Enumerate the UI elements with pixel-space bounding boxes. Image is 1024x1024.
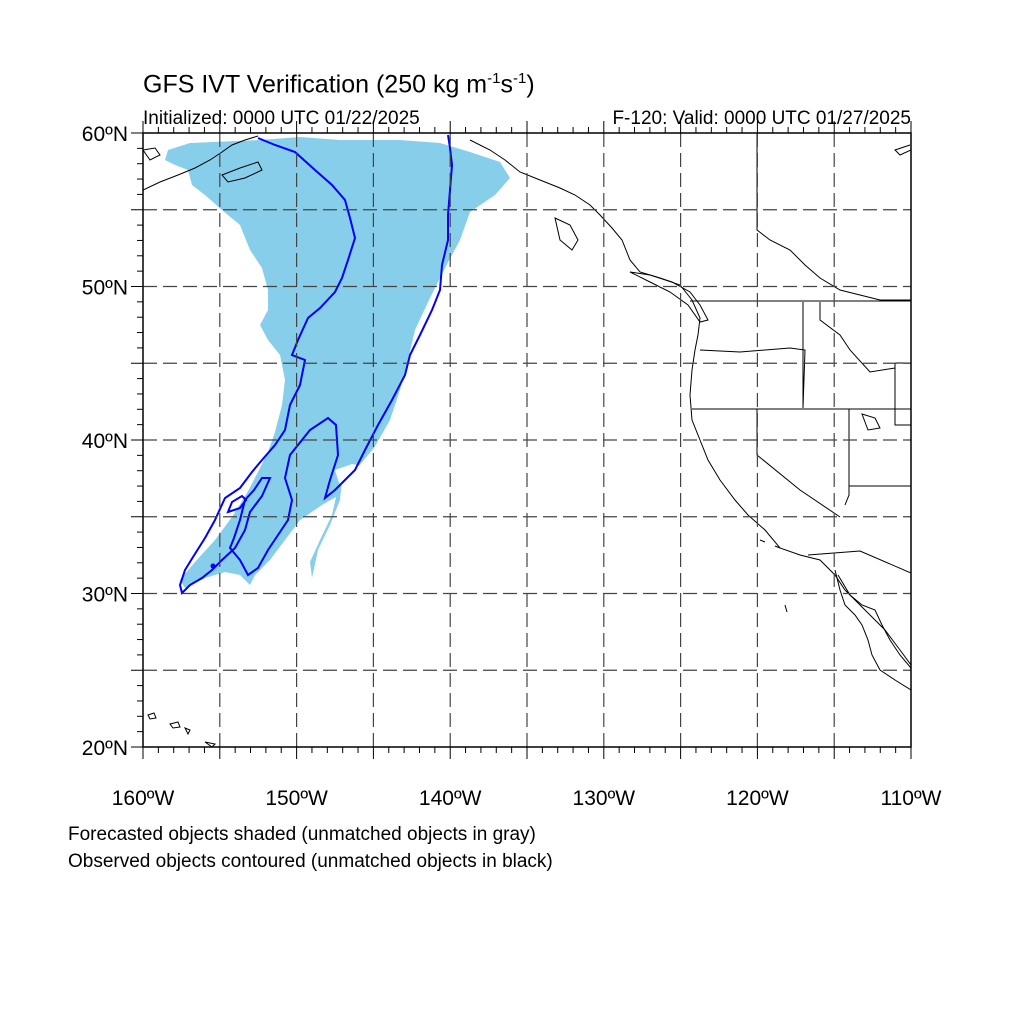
political-boundaries [690, 133, 911, 574]
lat-label: 30ºN [82, 584, 128, 607]
observed-ivt-dot [210, 563, 216, 569]
observed-ivt-contour-small [226, 494, 248, 514]
lon-label: 110ºW [881, 787, 942, 810]
initialized-time: Initialized: 0000 UTC 01/22/2025 [143, 108, 420, 129]
lon-label: 150ºW [265, 787, 328, 810]
coastline-alaska [143, 135, 259, 191]
observed-ivt-contour-main [178, 134, 454, 595]
lat-label: 20ºN [82, 737, 128, 760]
chart-title: GFS IVT Verification (250 kg m-1s-1) [143, 70, 535, 99]
lon-label: 130ºW [573, 787, 636, 810]
lat-label: 40ºN [82, 430, 128, 453]
forecast-ivt-object [165, 137, 510, 588]
valid-time: F-120: Valid: 0000 UTC 01/27/2025 [612, 108, 911, 129]
coastline-baja [834, 569, 911, 691]
coastline-north-america [469, 139, 911, 666]
lat-label: 50ºN [82, 277, 128, 300]
lon-label: 160ºW [112, 787, 175, 810]
lon-label: 120ºW [726, 787, 789, 810]
lat-label: 60ºN [82, 123, 128, 146]
legend-note-forecast: Forecasted objects shaded (unmatched obj… [68, 824, 536, 845]
graticule [143, 133, 911, 747]
legend-note-observed: Observed objects contoured (unmatched ob… [68, 851, 553, 872]
hawaii-islands [147, 712, 217, 747]
lon-label: 140ºW [419, 787, 482, 810]
